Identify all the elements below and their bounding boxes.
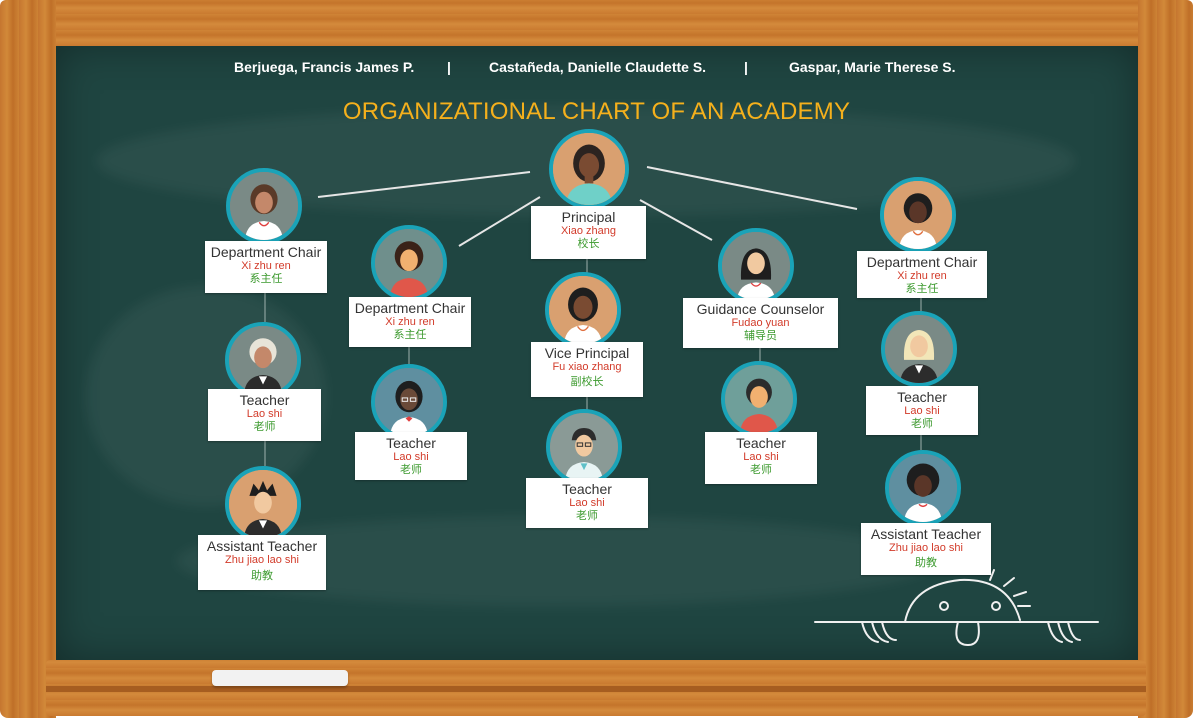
teacher-4-avatar [881,311,957,387]
role-label: Guidance Counselor [696,301,825,317]
dept-chair-1-avatar [226,168,302,244]
chalk-tray-edge [46,686,1146,692]
assistant-1-card: Assistant Teacher Zhu jiao lao shi 助教 [198,535,326,590]
teacher-1-avatar [225,322,301,398]
assistant-2-card: Assistant Teacher Zhu jiao lao shi 助教 [861,523,991,575]
separator: | [447,59,451,75]
chalk-doodle [814,569,1099,647]
role-label: Teacher [239,392,290,408]
role-label: Department Chair [210,244,322,260]
pinyin-label: Zhu jiao lao shi [225,554,299,566]
pinyin-label: Lao shi [904,405,940,417]
role-label: Teacher [736,435,786,451]
hanzi-label: 助教 [251,570,273,582]
teacher-center-card: Teacher Lao shi 老师 [526,478,648,528]
hanzi-label: 老师 [576,510,598,522]
pinyin-label: Xi zhu ren [385,316,435,328]
assistant-2-avatar [885,450,961,526]
role-label: Teacher [897,389,947,405]
teacher-4-card: Teacher Lao shi 老师 [866,386,978,435]
hanzi-label: 老师 [911,418,933,430]
role-label: Assistant Teacher [206,538,318,554]
teacher-1-card: Teacher Lao shi 老师 [208,389,321,441]
dept-chair-3-card: Department Chair Xi zhu ren 系主任 [857,251,987,298]
role-label: Teacher [562,481,612,497]
hanzi-label: 老师 [253,421,276,433]
principal-avatar [549,129,629,209]
pinyin-label: Xiao zhang [560,225,617,237]
chart-title: ORGANIZATIONAL CHART OF AN ACADEMY [342,98,851,125]
pinyin-label: Lao shi [569,497,605,509]
teacher-3-avatar [721,361,797,437]
assistant-1-avatar [225,466,301,542]
vice-principal-card: Vice Principal Fu xiao zhang 副校长 [531,342,643,397]
role-label: Vice Principal [544,345,630,361]
hanzi-label: 助教 [915,557,937,569]
pinyin-label: Lao shi [246,408,283,420]
pinyin-label: Lao shi [743,451,779,463]
pinyin-label: Fu xiao zhang [552,361,622,373]
pinyin-label: Lao shi [393,451,429,463]
teacher-2-avatar [371,364,447,440]
frame-right [1138,0,1193,718]
role-label: Department Chair [354,300,466,316]
teacher-2-card: Teacher Lao shi 老师 [355,432,467,480]
dept-chair-1-card: Department Chair Xi zhu ren 系主任 [205,241,327,293]
teacher-3-card: Teacher Lao shi 老师 [705,432,817,484]
hanzi-label: 系主任 [249,273,283,285]
frame-top [0,0,1193,46]
role-label: Assistant Teacher [870,526,982,542]
role-label: Principal [561,209,616,225]
teacher-center-avatar [546,409,622,485]
author-name: Berjuega, Francis James P. [234,59,415,75]
hanzi-label: 老师 [400,464,422,476]
separator: | [744,59,748,75]
chalk-piece [212,670,348,686]
frame-left [0,0,56,718]
hanzi-label: 系主任 [393,329,427,341]
hanzi-label: 老师 [750,464,772,476]
pinyin-label: Zhu jiao lao shi [889,542,963,554]
dept-chair-2-card: Department Chair Xi zhu ren 系主任 [349,297,471,347]
dept-chair-2-avatar [371,225,447,301]
counselor-avatar [718,228,794,304]
author-name: Gaspar, Marie Therese S. [789,59,956,75]
hanzi-label: 副校长 [570,376,604,388]
pinyin-label: Fudao yuan [731,317,790,329]
role-label: Teacher [386,435,436,451]
hanzi-label: 校长 [577,238,600,250]
pinyin-label: Xi zhu ren [241,260,291,272]
pinyin-label: Xi zhu ren [897,270,947,282]
role-label: Department Chair [866,254,978,270]
author-name: Castañeda, Danielle Claudette S. [489,59,707,75]
hanzi-label: 系主任 [905,283,939,295]
hanzi-label: 辅导员 [744,330,777,342]
dept-chair-3-avatar [880,177,956,253]
vice-principal-avatar [545,272,621,348]
counselor-card: Guidance Counselor Fudao yuan 辅导员 [683,298,838,348]
principal-card: Principal Xiao zhang 校长 [531,206,646,259]
